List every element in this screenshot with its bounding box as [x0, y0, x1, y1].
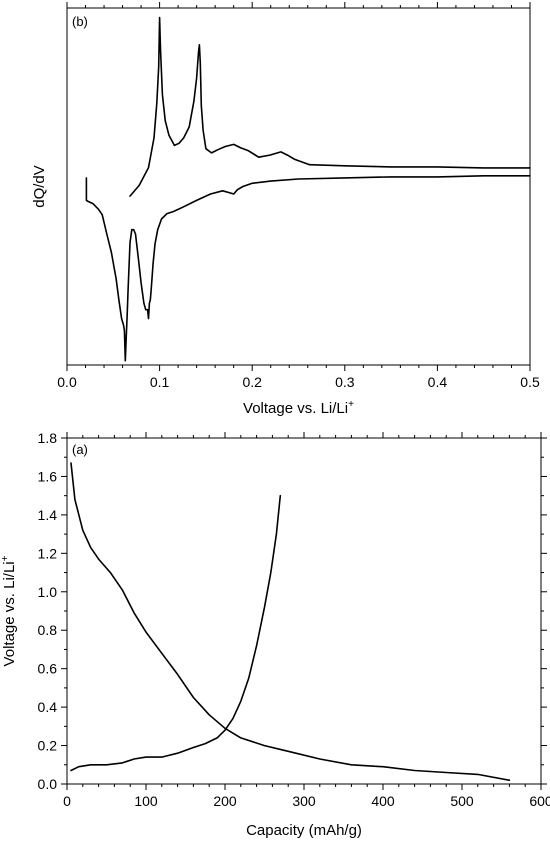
y-tick-label: 1.2	[38, 545, 58, 561]
y-axis-title-superscript: +	[0, 555, 11, 561]
x-tick-label: 0.3	[335, 374, 355, 390]
series-line-1	[129, 16, 531, 197]
x-tick-label: 0.5	[520, 374, 540, 390]
y-tick-label: 1.6	[38, 468, 58, 484]
x-tick-label: 500	[450, 793, 474, 809]
plot-frame	[66, 7, 531, 366]
series-line-2	[85, 175, 531, 362]
y-axis-title-main: dQ/dV	[31, 165, 48, 208]
x-axis-title-superscript: +	[348, 399, 354, 410]
x-tick-label: 400	[371, 793, 395, 809]
x-tick-label: 0.2	[242, 374, 262, 390]
x-axis-title: Voltage vs. Li/Li+	[243, 399, 354, 417]
x-tick-label: 200	[213, 793, 237, 809]
y-tick-label: 0.6	[38, 661, 58, 677]
x-tick-label: 0.0	[57, 374, 77, 390]
x-tick-label: 300	[292, 793, 316, 809]
x-tick-label: 0	[63, 793, 71, 809]
y-tick-label: 1.0	[38, 584, 58, 600]
y-axis-title: dQ/dV	[31, 165, 48, 208]
series-line-2	[70, 494, 282, 772]
y-tick-label: 0.4	[38, 699, 58, 715]
x-axis-title: Capacity (mAh/g)	[246, 822, 362, 839]
x-tick-label: 100	[134, 793, 158, 809]
panel-a-voltage-capacity-chart: 0 100 200 300 400 500 600 0.0 0.2 0.4 0.6 0.8 1.0 1.2…	[0, 430, 550, 839]
x-tick-label: 600	[529, 793, 550, 809]
x-axis-title-main: Capacity (mAh/g)	[246, 822, 362, 839]
series-line-1	[70, 462, 511, 781]
y-axis-title-main: Voltage vs. Li/Li	[1, 561, 18, 666]
y-tick-label: 0.0	[38, 776, 58, 792]
panel-label: (a)	[72, 442, 88, 457]
x-tick-label: 0.1	[150, 374, 170, 390]
panel-label: (b)	[72, 14, 88, 29]
y-tick-label: 1.8	[38, 430, 58, 446]
y-tick-label: 0.8	[38, 622, 58, 638]
x-tick-label: 0.4	[428, 374, 448, 390]
y-tick-label: 1.4	[38, 507, 58, 523]
plot-frame	[66, 437, 542, 785]
x-axis-title-main: Voltage vs. Li/Li	[243, 400, 348, 417]
y-tick-label: 0.2	[38, 738, 58, 754]
y-axis-title: Voltage vs. Li/Li+	[0, 555, 18, 666]
panel-b-dqdv-chart: 0.0 0.1 0.2 0.3 0.4 0.5 Voltage vs. Li/Li+ dQ/d…	[31, 2, 540, 417]
